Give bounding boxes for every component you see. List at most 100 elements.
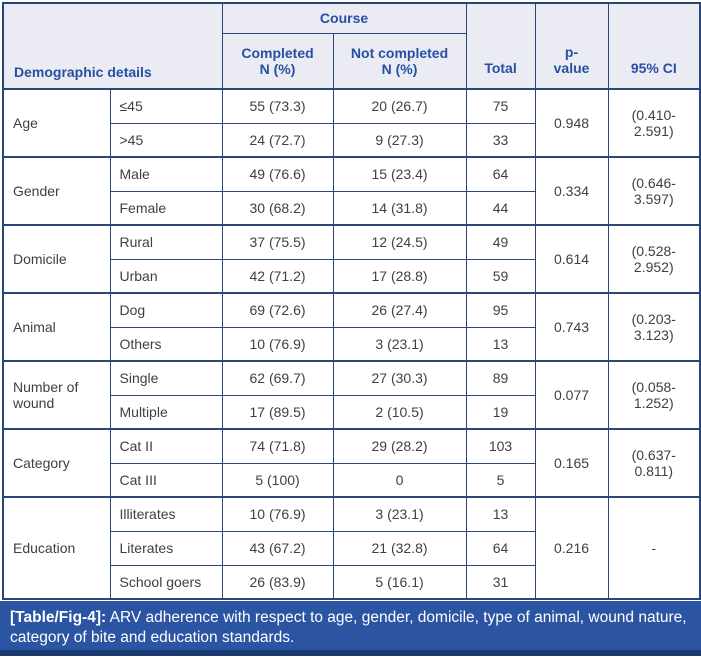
table-row: Female 30 (68.2) 14 (31.8) 44 [3,190,700,226]
completed-cell: 10 (76.9) [221,496,334,532]
subcategory-cell: Urban [109,258,223,294]
total-cell: 89 [465,360,536,396]
not-completed-cell: 9 (27.3) [332,122,467,158]
total-cell: 75 [465,88,536,124]
table-row: Others 10 (76.9) 3 (23.1) 13 [3,326,700,362]
table-row: Number of wound Single 62 (69.7) 27 (30.3) 8… [2,360,701,430]
total-cell: 64 [465,156,536,192]
completed-cell: 69 (72.6) [221,292,334,328]
completed-cell: 10 (76.9) [221,326,334,362]
total-cell: 33 [465,122,536,158]
not-completed-cell: 0 [332,462,467,498]
not-completed-cell: 3 (23.1) [332,496,467,532]
subcategory-cell: Multiple [109,394,223,430]
subcategory-cell: Female [109,190,223,226]
not-completed-cell: 20 (26.7) [332,88,467,124]
p-value-cell: 0.948 [534,88,609,158]
ci-cell: (0.528- 2.952) [607,224,701,294]
table-caption: [Table/Fig-4]: ARV adherence with respec… [0,601,701,656]
total-cell: 44 [465,190,536,226]
p-value-cell: 0.077 [534,360,609,430]
total-cell: 59 [465,258,536,294]
total-cell: 49 [465,224,536,260]
caption-text: ARV adherence with respect to age, gende… [10,609,687,647]
total-cell: 95 [465,292,536,328]
not-completed-cell: 21 (32.8) [332,530,467,566]
total-cell: 19 [465,394,536,430]
subcategory-cell: Single [109,360,223,396]
completed-cell: 74 (71.8) [221,428,334,464]
p-value-cell: 0.743 [534,292,609,362]
table-row: Age ≤45 55 (73.3) 20 (26.7) 75 0.948 (0.410- 2… [2,88,701,158]
table-row: Animal Dog 69 (72.6) 26 (27.4) 95 0.743 (0.203… [2,292,701,362]
p-value-cell: 0.614 [534,224,609,294]
subcategory-cell: Cat II [109,428,223,464]
not-completed-cell: 26 (27.4) [332,292,467,328]
completed-cell: 43 (67.2) [221,530,334,566]
table-header: Demographic details Course Total p- valu… [2,2,701,90]
table-row: Cat III 5 (100) 0 5 [3,462,700,498]
header-course: Course [221,2,467,34]
subcategory-cell: Dog [109,292,223,328]
ci-cell: (0.203- 3.123) [607,292,701,362]
subcategory-cell: Literates [109,530,223,566]
category-cell: Domicile [2,224,111,294]
table-row: School goers 26 (83.9) 5 (16.1) 31 [3,564,700,600]
subcategory-cell: >45 [109,122,223,158]
not-completed-cell: 29 (28.2) [332,428,467,464]
total-cell: 103 [465,428,536,464]
total-cell: 13 [465,326,536,362]
table-row: Domicile Rural 37 (75.5) 12 (24.5) 49 0.614 (0… [2,224,701,294]
ci-cell: - [607,496,701,600]
p-value-cell: 0.165 [534,428,609,498]
header-completed: Completed N (%) [221,32,334,90]
table-body: Age ≤45 55 (73.3) 20 (26.7) 75 0.948 (0.410- 2… [2,88,701,600]
completed-cell: 49 (76.6) [221,156,334,192]
header-not-completed: Not completed N (%) [332,32,467,90]
completed-cell: 37 (75.5) [221,224,334,260]
completed-cell: 42 (71.2) [221,258,334,294]
not-completed-cell: 27 (30.3) [332,360,467,396]
category-cell: Number of wound [2,360,111,430]
ci-cell: (0.637- 0.811) [607,428,701,498]
ci-cell: (0.058- 1.252) [607,360,701,430]
not-completed-cell: 5 (16.1) [332,564,467,600]
header-95-ci: 95% CI [607,2,701,90]
subcategory-cell: Male [109,156,223,192]
subcategory-cell: School goers [109,564,223,600]
completed-cell: 62 (69.7) [221,360,334,396]
table-row: Education Illiterates 10 (76.9) 3 (23.1) 13 0… [2,496,701,600]
category-cell: Animal [2,292,111,362]
category-cell: Age [2,88,111,158]
category-cell: Gender [2,156,111,226]
completed-cell: 26 (83.9) [221,564,334,600]
not-completed-cell: 3 (23.1) [332,326,467,362]
completed-cell: 30 (68.2) [221,190,334,226]
subcategory-cell: Others [109,326,223,362]
subcategory-cell: Illiterates [109,496,223,532]
demographics-table: Demographic details Course Total p- valu… [2,2,701,600]
ci-cell: (0.410- 2.591) [607,88,701,158]
category-cell: Education [2,496,111,600]
subcategory-cell: Cat III [109,462,223,498]
category-cell: Category [2,428,111,498]
ci-cell: (0.646- 3.597) [607,156,701,226]
completed-cell: 17 (89.5) [221,394,334,430]
caption-figure-label: [Table/Fig-4]: [10,609,107,626]
not-completed-cell: 15 (23.4) [332,156,467,192]
total-cell: 5 [465,462,536,498]
p-value-cell: 0.334 [534,156,609,226]
table-row: Category Cat II 74 (71.8) 29 (28.2) 103 0.165… [2,428,701,498]
table-row: Urban 42 (71.2) 17 (28.8) 59 [3,258,700,294]
table-row: Gender Male 49 (76.6) 15 (23.4) 64 0.334 (0.64… [2,156,701,226]
header-demographic-details: Demographic details [2,2,223,90]
subcategory-cell: ≤45 [109,88,223,124]
header-total: Total [465,2,536,90]
total-cell: 64 [465,530,536,566]
not-completed-cell: 14 (31.8) [332,190,467,226]
total-cell: 13 [465,496,536,532]
completed-cell: 24 (72.7) [221,122,334,158]
completed-cell: 55 (73.3) [221,88,334,124]
not-completed-cell: 2 (10.5) [332,394,467,430]
